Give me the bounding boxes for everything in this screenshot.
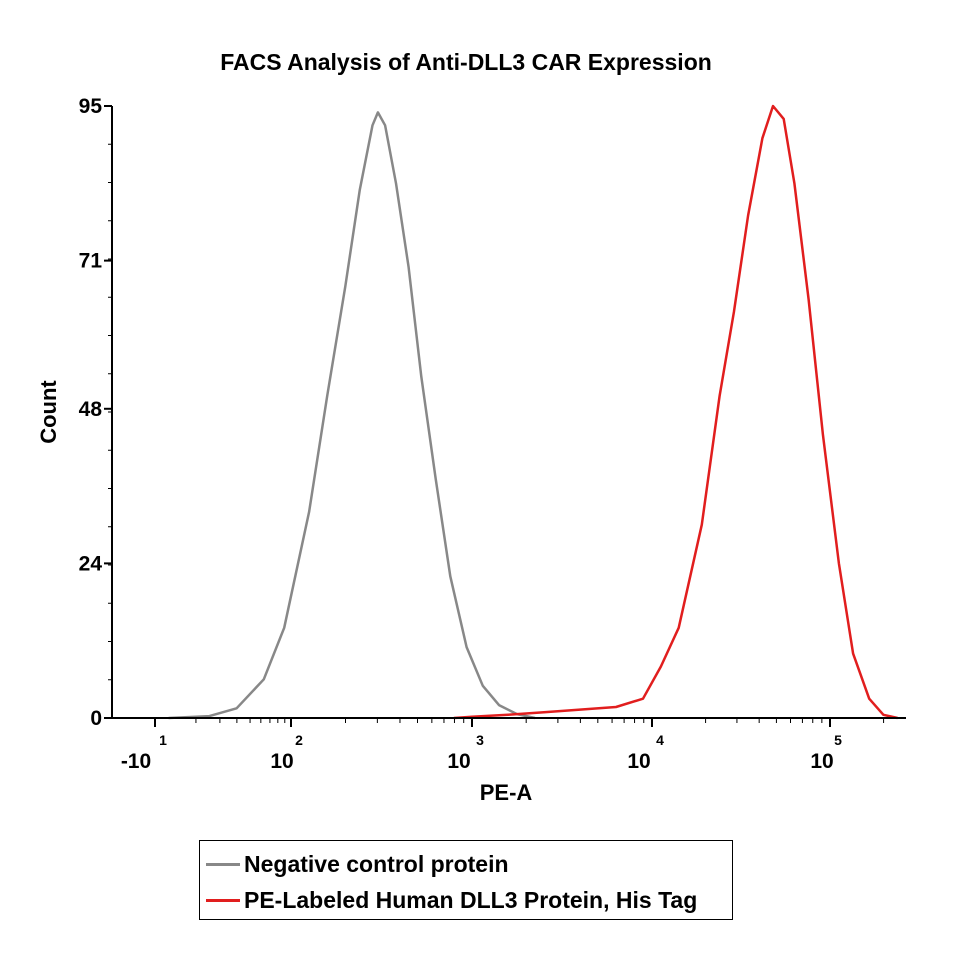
y-tick-label: 71 xyxy=(79,250,103,273)
x-tick-label-exponent: 3 xyxy=(476,732,484,748)
legend-item-negative-control: Negative control protein xyxy=(206,849,509,879)
legend-label: Negative control protein xyxy=(244,850,509,877)
x-tick-label-exponent: 5 xyxy=(834,732,842,748)
x-tick-label-exponent: 1 xyxy=(159,732,167,748)
x-tick-label-base: -10 xyxy=(121,750,151,773)
x-tick-label-exponent: 2 xyxy=(295,732,303,748)
legend: Negative control protein PE-Labeled Huma… xyxy=(199,840,733,920)
x-tick-label-exponent: 4 xyxy=(656,732,664,748)
y-tick-label: 95 xyxy=(79,95,103,118)
legend-item-pe-labeled-dll3: PE-Labeled Human DLL3 Protein, His Tag xyxy=(206,885,697,915)
y-axis-label: Count xyxy=(36,380,61,444)
legend-swatch-red xyxy=(206,898,240,902)
x-tick-label-base: 10 xyxy=(810,750,833,773)
x-tick-label-base: 10 xyxy=(627,750,650,773)
plot-area xyxy=(168,104,898,720)
chart-title: FACS Analysis of Anti-DLL3 CAR Expressio… xyxy=(220,49,712,75)
series-line-1 xyxy=(453,104,898,720)
x-axis-label: PE-A xyxy=(480,780,533,805)
y-tick-label: 48 xyxy=(79,398,103,421)
x-tick-label-base: 10 xyxy=(447,750,470,773)
y-tick-label: 24 xyxy=(79,552,103,575)
series-line-0 xyxy=(168,111,536,720)
x-tick-label-base: 10 xyxy=(270,750,293,773)
legend-swatch-gray xyxy=(206,862,240,866)
legend-label: PE-Labeled Human DLL3 Protein, His Tag xyxy=(244,886,698,913)
y-tick-label: 0 xyxy=(90,707,102,730)
